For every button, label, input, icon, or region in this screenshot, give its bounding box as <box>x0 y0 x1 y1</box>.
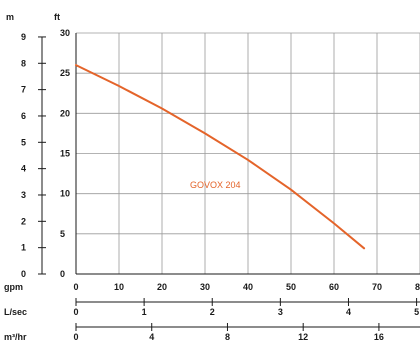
series-point-0-6 <box>333 222 335 225</box>
m-tick-label-3: 3 <box>21 190 26 200</box>
series-point-0-2 <box>161 107 163 110</box>
ft-tick-label-5: 25 <box>60 68 70 78</box>
axes <box>38 33 420 331</box>
x-tick-label-1-5: 5 <box>414 307 419 317</box>
left-axis-unit: m <box>6 12 14 22</box>
x-tick-label-0-2: 20 <box>157 282 167 292</box>
ft-tick-label-1: 5 <box>60 229 65 239</box>
series-point-0-7 <box>363 247 365 250</box>
grid <box>76 32 420 274</box>
m-tick-label-7: 7 <box>21 85 26 95</box>
x-axis-unit-1: L/sec <box>4 307 27 317</box>
series-point-0-5 <box>290 188 292 191</box>
m-tick-label-0: 0 <box>21 269 26 279</box>
x-tick-label-2-2: 8 <box>225 332 230 342</box>
x-tick-label-0-1: 10 <box>114 282 124 292</box>
m-tick-label-8: 8 <box>21 58 26 68</box>
x-tick-label-1-3: 3 <box>278 307 283 317</box>
curve-annotation: GOVOX 204 <box>190 180 241 190</box>
series-point-0-3 <box>204 132 206 135</box>
m-tick-label-2: 2 <box>21 216 26 226</box>
series-point-0-4 <box>247 159 249 161</box>
ft-tick-label-3: 15 <box>60 149 70 159</box>
x-tick-label-1-4: 4 <box>346 307 351 317</box>
series-line-0 <box>75 64 366 250</box>
ft-tick-label-2: 10 <box>60 189 70 199</box>
x-tick-label-2-3: 12 <box>298 332 308 342</box>
x-tick-label-0-7: 70 <box>372 282 382 292</box>
ft-tick-label-4: 20 <box>60 108 70 118</box>
x-tick-label-1-1: 1 <box>142 307 147 317</box>
x-tick-label-1-0: 0 <box>73 307 78 317</box>
x-tick-label-2-0: 0 <box>73 332 78 342</box>
series-point-0-1 <box>118 85 120 87</box>
right-axis-unit: ft <box>54 12 60 22</box>
m-tick-label-9: 9 <box>21 32 26 42</box>
ft-tick-label-0: 0 <box>60 269 65 279</box>
x-tick-label-0-5: 50 <box>286 282 296 292</box>
x-tick-label-2-1: 4 <box>149 332 154 342</box>
series-point-0-0 <box>75 64 77 66</box>
x-axis-unit-0: gpm <box>4 282 23 292</box>
x-axis-unit-2: m³/hr <box>4 332 27 342</box>
x-tick-label-0-0: 0 <box>73 282 78 292</box>
ft-tick-label-6: 30 <box>60 28 70 38</box>
x-tick-label-0-3: 30 <box>200 282 210 292</box>
m-tick-label-6: 6 <box>21 111 26 121</box>
m-tick-label-5: 5 <box>21 137 26 147</box>
x-tick-label-0-6: 60 <box>329 282 339 292</box>
m-tick-label-1: 1 <box>21 243 26 253</box>
x-tick-label-1-2: 2 <box>210 307 215 317</box>
x-tick-label-0-4: 40 <box>243 282 253 292</box>
data-series <box>75 64 366 250</box>
x-tick-label-2-4: 16 <box>374 332 384 342</box>
m-tick-label-4: 4 <box>21 164 26 174</box>
x-tick-label-0-8: 80 <box>415 282 420 292</box>
